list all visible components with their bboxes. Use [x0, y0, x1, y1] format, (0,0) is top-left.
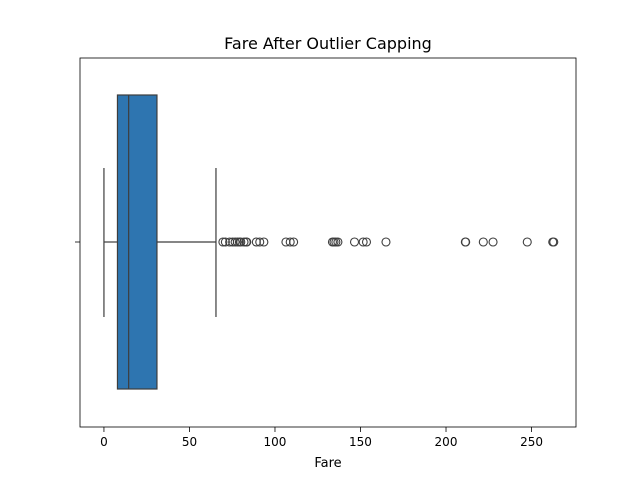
outlier-point	[255, 237, 265, 247]
x-tick-label: 100	[264, 435, 287, 449]
iqr-box	[116, 94, 158, 390]
x-tick-label: 150	[349, 435, 372, 449]
x-axis-label: Fare	[314, 456, 341, 471]
outlier-point	[230, 237, 240, 247]
outlier-point	[218, 237, 228, 247]
chart-title: Fare After Outlier Capping	[224, 34, 432, 53]
x-tick-label: 200	[435, 435, 458, 449]
outlier-point	[236, 237, 246, 247]
outlier-point	[381, 237, 391, 247]
x-tick-label: 0	[100, 435, 108, 449]
outlier-point	[289, 237, 299, 247]
outlier-point	[259, 237, 269, 247]
outlier-point	[522, 237, 532, 247]
outlier-point	[349, 237, 360, 247]
outlier-point	[478, 237, 488, 247]
outlier-point	[358, 237, 368, 247]
outlier-point	[242, 237, 252, 247]
outlier-point	[239, 237, 249, 247]
outlier-point	[549, 237, 559, 247]
outlier-point	[220, 237, 230, 247]
x-tick-label: 50	[182, 435, 197, 449]
outlier-point	[361, 237, 372, 247]
outlier-point	[333, 237, 343, 247]
x-axis-ticks: 0 50 100 150 200 250	[100, 427, 543, 449]
outlier-point	[461, 237, 471, 247]
outlier-point	[488, 237, 498, 247]
plot-area	[103, 94, 559, 390]
outlier-point	[285, 237, 295, 247]
x-tick-label: 250	[520, 435, 543, 449]
plot-frame	[79, 57, 577, 428]
